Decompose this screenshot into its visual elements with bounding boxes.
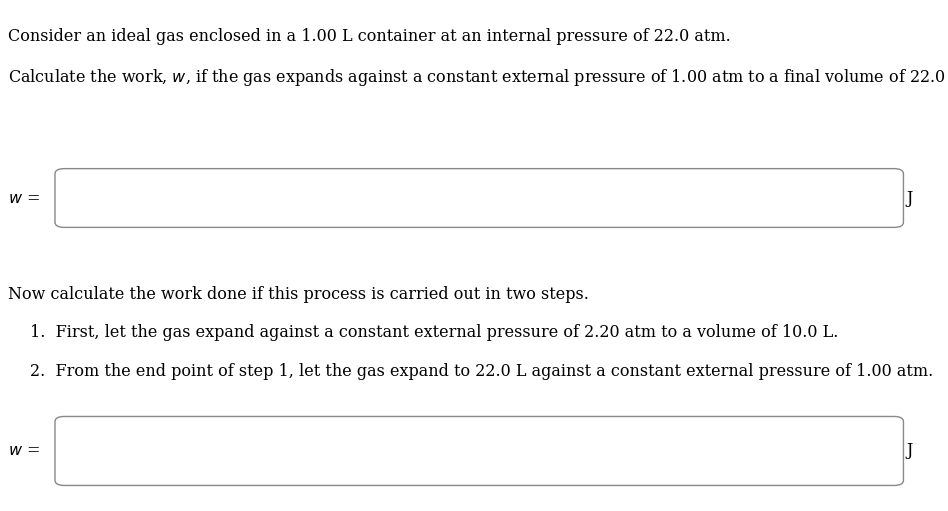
Text: 2.  From the end point of step 1, let the gas expand to 22.0 L against a constan: 2. From the end point of step 1, let the… xyxy=(30,363,934,380)
Text: Calculate the work, $w$, if the gas expands against a constant external pressure: Calculate the work, $w$, if the gas expa… xyxy=(8,67,948,88)
Text: 1.  First, let the gas expand against a constant external pressure of 2.20 atm t: 1. First, let the gas expand against a c… xyxy=(30,324,839,341)
Text: J: J xyxy=(906,443,913,459)
Text: J: J xyxy=(906,190,913,206)
FancyBboxPatch shape xyxy=(55,416,903,485)
Text: $w$ =: $w$ = xyxy=(8,190,40,206)
Text: Now calculate the work done if this process is carried out in two steps.: Now calculate the work done if this proc… xyxy=(8,286,589,303)
Text: Consider an ideal gas enclosed in a 1.00 L container at an internal pressure of : Consider an ideal gas enclosed in a 1.00… xyxy=(8,28,730,45)
FancyBboxPatch shape xyxy=(55,169,903,227)
Text: $w$ =: $w$ = xyxy=(8,443,40,459)
